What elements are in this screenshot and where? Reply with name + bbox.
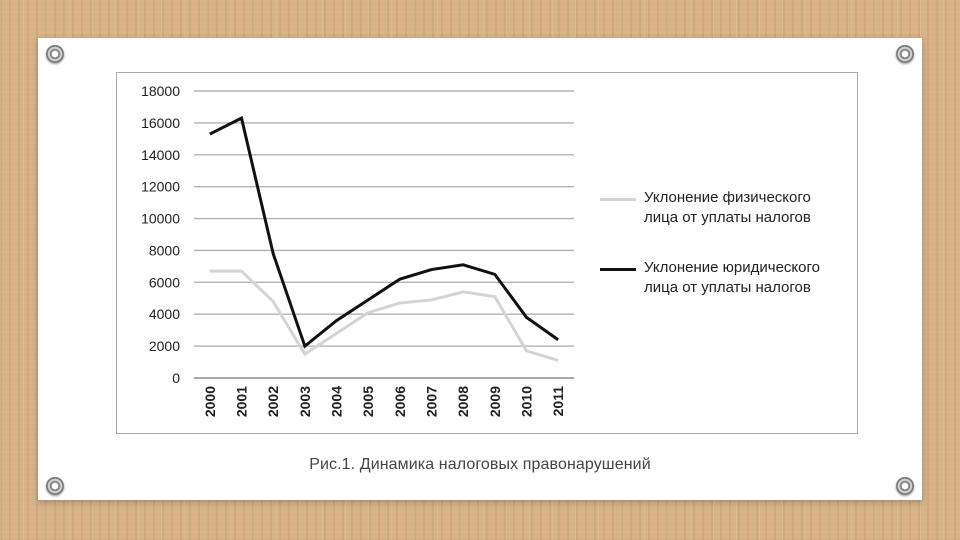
legend-swatch-physical (600, 198, 636, 201)
x-tick-label: 2000 (202, 386, 218, 417)
y-tick-label: 8000 (149, 242, 180, 258)
y-tick-label: 6000 (149, 274, 180, 290)
pin-top-left-icon (46, 45, 64, 63)
series-line-physical (209, 269, 559, 362)
y-tick-label: 10000 (141, 211, 180, 227)
x-tick-label: 2004 (329, 386, 345, 417)
y-tick-label: 0 (172, 370, 180, 386)
y-tick-label: 12000 (141, 179, 180, 195)
x-tick-label: 2005 (360, 386, 376, 417)
pin-bottom-right-icon (896, 477, 914, 495)
x-tick-label: 2007 (424, 386, 440, 417)
y-tick-label: 14000 (141, 147, 180, 163)
y-tick-label: 16000 (141, 115, 180, 131)
legend-label-physical: Уклонение физического лица от уплаты нал… (644, 189, 811, 226)
pin-top-right-icon (896, 45, 914, 63)
legend-swatch-legal (600, 268, 636, 271)
x-tick-label: 2001 (234, 386, 250, 417)
legend: Уклонение физического лица от уплаты нал… (600, 188, 850, 328)
x-tick-label: 2003 (297, 386, 313, 417)
x-tick-label: 2008 (455, 386, 471, 417)
x-tick-label: 2002 (265, 386, 281, 417)
chart-frame (116, 72, 858, 434)
pin-bottom-left-icon (46, 477, 64, 495)
legend-item-legal: Уклонение юридического лица от уплаты на… (600, 258, 850, 328)
y-tick-label: 18000 (141, 83, 180, 99)
y-tick-label: 4000 (149, 306, 180, 322)
series-lines (209, 115, 560, 362)
legend-item-physical: Уклонение физического лица от уплаты нал… (600, 188, 850, 258)
x-tick-label: 2009 (487, 386, 503, 417)
y-axis-ticks: 0 2000 4000 6000 8000 10000 12000 14000 16000 180… (141, 83, 180, 386)
x-tick-label: 2010 (519, 386, 535, 417)
series-line-legal (209, 115, 560, 349)
x-axis-ticks: 2000 2001 2002 2003 2004 2005 2006 2007 2008 2009… (202, 386, 566, 417)
x-tick-label: 2011 (550, 386, 566, 417)
figure-caption: Рис.1. Динамика налоговых правонарушений (309, 456, 651, 473)
y-tick-label: 2000 (149, 338, 180, 354)
legend-label-legal: Уклонение юридического лица от уплаты на… (644, 259, 820, 296)
x-tick-label: 2006 (392, 386, 408, 417)
